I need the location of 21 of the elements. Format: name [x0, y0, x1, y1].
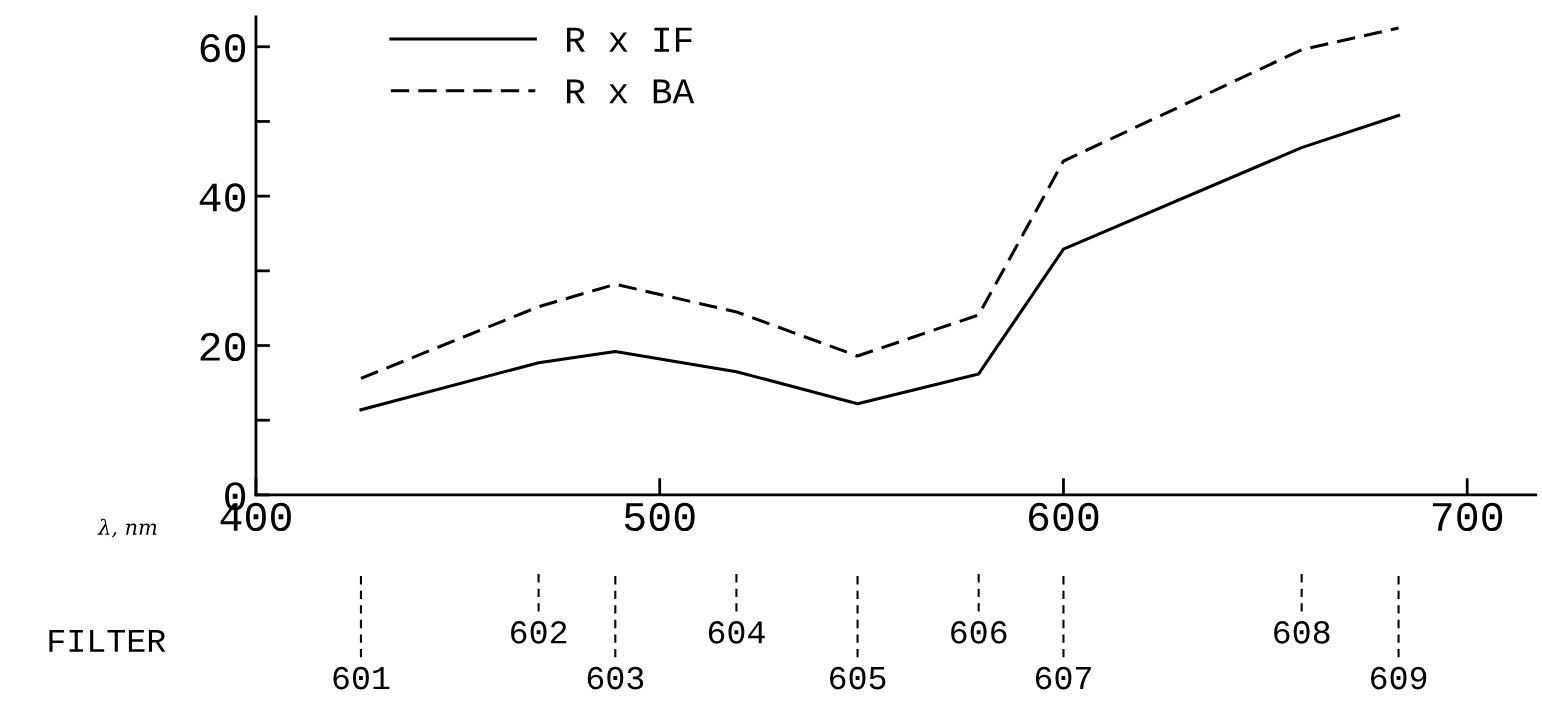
legend-label: R x IF — [567, 27, 692, 52]
x-tick-label: 700 — [1432, 502, 1503, 532]
annotation: 604 — [708, 621, 765, 644]
annotation: 607 — [1035, 666, 1091, 690]
annotation: 608 — [1274, 621, 1330, 644]
annotation: 606 — [951, 621, 1007, 644]
y-tick-label: 20 — [200, 332, 246, 362]
annotation: 602 — [511, 621, 567, 644]
line-series — [359, 113, 1401, 412]
annotation: 601 — [333, 666, 390, 690]
x-axis-title: λ, nm — [97, 518, 157, 538]
line-series — [359, 26, 1401, 380]
x-tick-label: 600 — [1029, 502, 1099, 532]
legend-label: R x BA — [567, 79, 695, 104]
annotation: 605 — [830, 666, 886, 690]
x-tick-label: 500 — [624, 502, 695, 532]
y-tick-label: 40 — [199, 183, 246, 212]
text: FILTER — [49, 629, 166, 652]
y-tick-label: 60 — [200, 33, 246, 63]
annotation: 603 — [587, 666, 644, 690]
annotation: 609 — [1371, 666, 1427, 690]
